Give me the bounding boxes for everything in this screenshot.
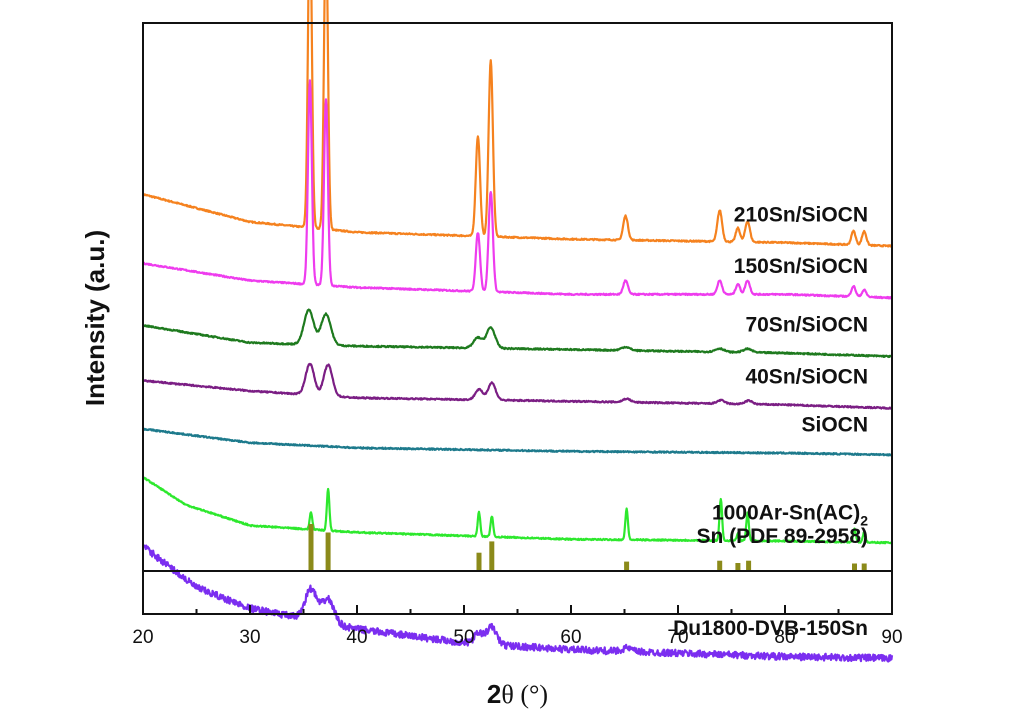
reference-stick-1: [325, 532, 331, 571]
reference-stick-0: [308, 524, 314, 571]
x-tick-label-1: 30: [239, 627, 260, 648]
series-label-1: 150Sn/SiOCN: [734, 255, 868, 278]
x-axis-ticks: 20 30 40 50 60 70 80 90: [132, 605, 903, 648]
series-line-0: [142, 0, 893, 248]
series-label-0: 210Sn/SiOCN: [734, 203, 868, 226]
series-line-1: [142, 79, 893, 300]
x-tick-label-0: 20: [132, 627, 153, 648]
series-label-3: 40Sn/SiOCN: [745, 365, 868, 388]
series-label-5: 1000Ar-Sn(AC)2: [712, 501, 868, 528]
series-line-4: [142, 427, 893, 457]
reference-stick-4: [624, 561, 630, 571]
x-axis-label-main: 2: [487, 679, 501, 709]
series-labels: 210Sn/SiOCN 150Sn/SiOCN 70Sn/SiOCN 40Sn/SiO…: [673, 203, 868, 640]
reference-stick-9: [861, 563, 867, 571]
reference-stick-3: [489, 541, 495, 571]
x-axis-label-unit: (°): [514, 680, 548, 709]
series-label-6: Du1800-DVB-150Sn: [673, 617, 868, 640]
reference-stick-2: [476, 552, 482, 571]
series-label-4: SiOCN: [801, 413, 868, 436]
series-line-5: [141, 476, 893, 545]
x-tick-label-2: 40: [346, 627, 367, 648]
x-tick-label-6: 80: [774, 627, 795, 648]
series-label-2: 70Sn/SiOCN: [745, 314, 868, 337]
series-line-6: [141, 544, 894, 663]
reference-stick-6: [735, 563, 741, 571]
x-tick-label-4: 60: [560, 627, 581, 648]
reference-stick-8: [852, 563, 857, 571]
x-tick-label-7: 90: [881, 627, 902, 648]
series-layer: [141, 0, 894, 663]
x-axis-label: 2θ (°): [487, 679, 548, 709]
y-axis-label: Intensity (a.u.): [80, 230, 110, 406]
x-axis-label-symbol: θ: [501, 680, 513, 709]
reference-stick-7: [746, 560, 752, 571]
reference-label: Sn (PDF 89-2958): [696, 525, 868, 548]
x-tick-label-3: 50: [453, 627, 474, 648]
reference-sticks: [308, 524, 867, 571]
x-tick-label-5: 70: [667, 627, 688, 648]
series-line-2: [142, 308, 893, 359]
series-line-3: [142, 362, 893, 410]
reference-stick-5: [717, 560, 723, 571]
